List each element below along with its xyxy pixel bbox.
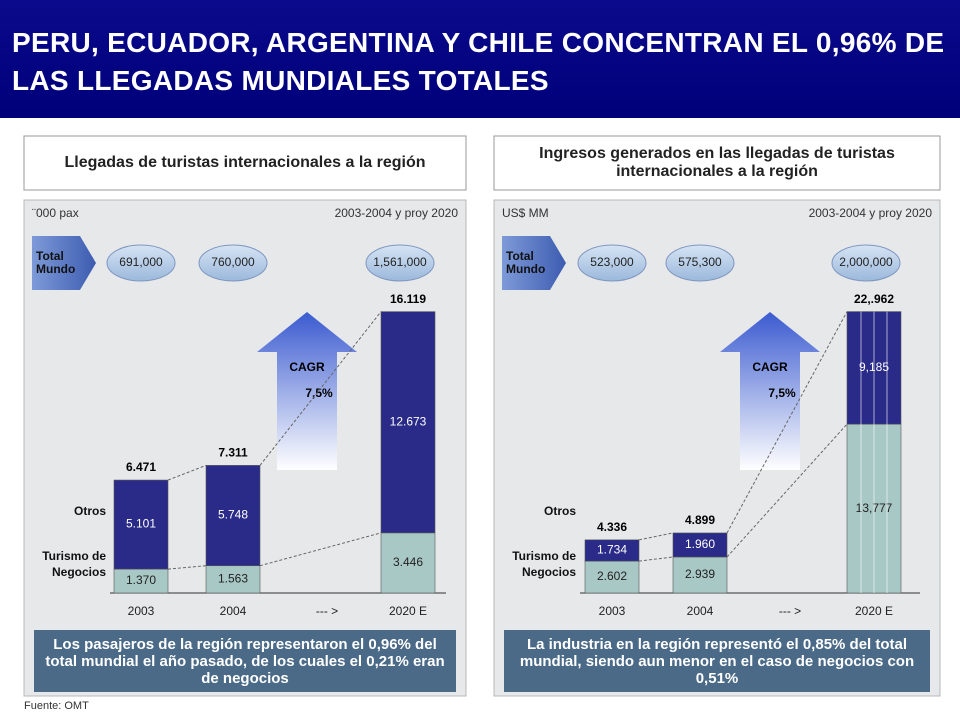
legend-label: Otros [543,504,576,518]
x-tick-label: 2003 [128,604,155,618]
world-bubble [831,244,901,282]
total-label: 16.119 [390,292,426,306]
bar-segment [380,311,436,534]
world-label-box: Total Mundo [36,249,76,276]
value-label: 12.673 [390,414,427,428]
total-label: 4.336 [597,520,627,534]
chart-title: Ingresos generados en las llegadas de tu… [539,145,895,180]
chart-title-frame [23,135,467,191]
unit-label: US$ MM [502,206,549,220]
cagr-value: 7,5% [768,386,796,400]
total-label: 6.471 [126,460,156,474]
bar-segment [672,532,728,558]
legend-label-box: Turismo de Negocios [512,549,576,579]
world-bubble [198,244,268,282]
bar-segment [205,565,261,594]
chart-title-box: Ingresos generados en las llegadas de tu… [539,145,895,180]
x-tick-label: 2004 [220,604,247,618]
world-value: 1,561,000 [373,255,427,269]
bar-segment [584,539,640,562]
world-value: 760,000 [211,255,255,269]
note: La industria en la región representó el … [519,635,915,687]
world-marker [502,236,566,290]
legend-label: Turismo de Negocios [42,549,106,579]
legend-label: Turismo de Negocios [512,549,576,579]
connector [167,565,207,570]
world-label: Total Mundo [36,249,76,276]
world-bubble [665,244,735,282]
cagr-label: CAGR [289,360,325,374]
bar-segment [205,465,261,567]
x-tick-label: 2020 E [855,604,893,618]
world-value: 523,000 [590,255,634,269]
bar-segment [584,560,640,594]
note-box: Los pasajeros de la región representaron… [45,635,445,687]
x-tick-label: 2003 [599,604,626,618]
legend-label-box: Otros [543,504,576,518]
world-value: 2,000,000 [839,255,893,269]
note-frame [504,630,930,692]
value-label: 5.101 [126,517,156,531]
x-tick-label: 2020 E [389,604,427,618]
legend-label: Otros [73,504,106,518]
connector [726,311,848,534]
world-value: 575,300 [678,255,722,269]
cagr-value: 7,5% [305,386,333,400]
world-bubble [577,244,647,282]
value-label: 1.960 [685,537,715,551]
value-label: 1.563 [218,572,248,586]
value-label: 5.748 [218,508,248,522]
world-label: Total Mundo [506,249,546,276]
total-label: 4.899 [685,513,715,527]
cagr-arrow [257,312,357,470]
value-label: 2.939 [685,567,715,581]
world-label-box: Total Mundo [506,249,546,276]
period-label: 2003-2004 y proy 2020 [335,206,459,220]
x-tick-label: --- > [779,604,801,618]
legend-label-box: Turismo de Negocios [42,549,106,579]
legend-label-box: Otros [73,504,106,518]
connector [167,464,207,481]
world-bubble [106,244,176,282]
connector [259,532,382,567]
chart-title-box: Llegadas de turistas internacionales a l… [64,154,426,171]
value-label: 1.734 [597,543,627,557]
chart-title: Llegadas de turistas internacionales a l… [64,154,426,171]
bar-segment [113,479,169,570]
world-marker [32,236,96,290]
value-label: 1.370 [126,573,156,587]
connector [638,556,674,562]
cagr-label: CAGR [752,360,788,374]
source: Fuente: OMT [24,700,89,712]
unit-label: ¨000 pax [32,206,79,220]
note-box: La industria en la región representó el … [519,635,915,687]
value-label: 3.446 [393,555,423,569]
total-label: 7.311 [218,446,248,460]
x-tick-label: 2004 [687,604,714,618]
value-label: 2.602 [597,569,627,583]
slide-title: PERU, ECUADOR, ARGENTINA Y CHILE CONCENT… [0,0,960,118]
connector [259,311,382,466]
bar-segment [672,556,728,594]
connector [638,532,674,541]
note: Los pasajeros de la región representaron… [45,635,445,687]
period-label: 2003-2004 y proy 2020 [809,206,933,220]
world-bubble [365,244,435,282]
cagr-arrow [720,312,820,470]
x-tick-label: --- > [316,604,338,618]
note-frame [34,630,456,692]
world-value: 691,000 [119,255,163,269]
total-label: 22,.962 [854,292,894,306]
chart-title-frame [493,135,941,191]
